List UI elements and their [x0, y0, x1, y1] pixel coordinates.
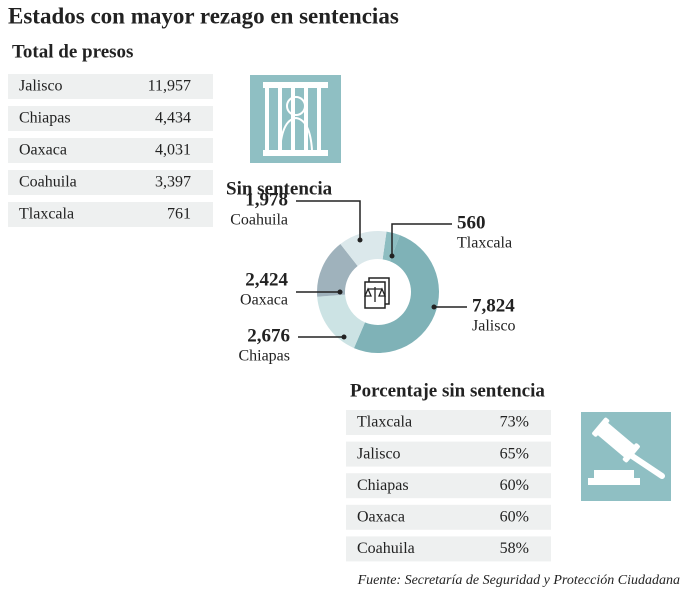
table-row: [346, 504, 551, 530]
leader-line: [391, 223, 452, 256]
row-value: 3,397: [155, 174, 191, 191]
category-label: Chiapas: [238, 348, 290, 365]
scale-icon: [364, 287, 386, 302]
data-label: 1,978: [245, 189, 288, 210]
row-value: 60%: [500, 477, 529, 494]
row-label: Coahuila: [357, 540, 415, 557]
leader-line: [296, 200, 361, 240]
donut-slice: [382, 231, 400, 262]
table-row: [8, 170, 213, 195]
row-label: Jalisco: [357, 445, 401, 462]
category-label: Oaxaca: [240, 292, 288, 309]
gavel-icon: [581, 412, 671, 501]
source: Fuente: Secretaría de Seguridad y Protec…: [357, 573, 680, 588]
row-value: 4,434: [155, 110, 191, 127]
chart-title: Sin sentencia: [226, 178, 333, 199]
table-heading: Porcentaje sin sentencia: [350, 380, 545, 401]
leader-dot: [357, 237, 363, 243]
data-label: 560: [457, 212, 486, 233]
donut-slice: [317, 294, 365, 349]
data-label: 2,676: [247, 325, 290, 346]
table-row: [346, 473, 551, 499]
table-row: [8, 138, 213, 163]
row-label: Tlaxcala: [19, 206, 74, 223]
category-label: Jalisco: [472, 318, 516, 335]
leader-dot: [431, 304, 437, 310]
table-row: [8, 202, 213, 227]
donut-slice: [317, 243, 358, 297]
row-value: 65%: [500, 445, 529, 462]
table-heading: Total de presos: [12, 41, 133, 62]
category-label: Tlaxcala: [457, 235, 512, 252]
row-label: Oaxaca: [357, 508, 405, 525]
jail-icon: [250, 75, 341, 163]
table-row: [346, 410, 551, 435]
row-value: 58%: [500, 540, 529, 557]
row-value: 11,957: [148, 78, 191, 95]
row-label: Chiapas: [357, 477, 409, 494]
title: Estados con mayor rezago en sentencias: [8, 3, 399, 28]
row-label: Chiapas: [19, 110, 71, 127]
row-value: 761: [167, 206, 191, 223]
row-value: 73%: [500, 414, 529, 431]
table-row: [8, 74, 213, 99]
leader-dot: [341, 334, 347, 340]
table-row: [346, 441, 551, 467]
leader-dot: [389, 253, 395, 259]
row-label: Coahuila: [19, 174, 77, 191]
row-label: Oaxaca: [19, 142, 67, 159]
category-label: Coahuila: [230, 212, 288, 229]
data-label: 2,424: [245, 269, 288, 290]
row-label: Tlaxcala: [357, 414, 412, 431]
row-value: 60%: [500, 508, 529, 525]
donut-slice: [353, 235, 440, 354]
leader-dot: [337, 289, 343, 295]
table-row: [346, 536, 551, 562]
table-row: [8, 106, 213, 131]
row-label: Jalisco: [19, 78, 63, 95]
data-label: 7,824: [472, 295, 515, 316]
donut-slice: [340, 230, 387, 267]
row-value: 4,031: [155, 142, 191, 159]
